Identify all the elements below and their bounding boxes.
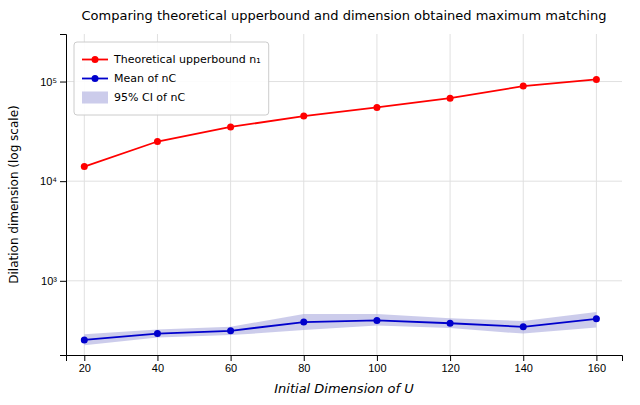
tick: 10⁴ — [40, 175, 66, 187]
title: Comparing theoretical upperbound and dim… — [82, 8, 607, 23]
x-axis: 20 40 60 80 100 120 140 160 — [67, 355, 623, 374]
tick-mark — [523, 355, 524, 361]
point — [447, 320, 454, 327]
tick-mark — [60, 82, 66, 83]
point — [300, 113, 307, 120]
legend-label: Theoretical upperbound n₁ — [113, 53, 261, 66]
grid — [66, 34, 622, 355]
series-line — [84, 79, 596, 166]
tick-label: 60 — [225, 362, 237, 374]
point — [373, 104, 380, 111]
tick: 20 — [79, 355, 91, 374]
tick-label: 80 — [298, 362, 310, 374]
point — [520, 323, 527, 330]
tick-mark — [377, 355, 378, 361]
y-axis: 10³ 10⁴ 10⁵ — [40, 35, 66, 356]
x-axis-title: Initial Dimension of U — [274, 381, 414, 396]
tick: 100 — [368, 355, 386, 374]
tick-label: 120 — [441, 362, 459, 374]
series-line — [84, 319, 596, 340]
legend-label: Mean of nC — [114, 72, 177, 85]
tick: 160 — [588, 355, 606, 374]
chart: 20 40 60 80 100 120 140 160 10³ 10⁴ 10⁵ Theoretical… — [0, 0, 640, 405]
ci-area — [84, 312, 596, 345]
axis-line — [60, 35, 67, 356]
grid-line — [66, 280, 622, 281]
point — [300, 319, 307, 326]
point — [154, 138, 161, 145]
grid-line — [303, 34, 304, 355]
tick-mark — [84, 355, 85, 361]
tick-label: 10³ — [41, 275, 57, 287]
point — [447, 95, 454, 102]
tick-mark — [596, 355, 597, 361]
tick-label: 140 — [515, 362, 533, 374]
tick-label: 10⁴ — [40, 175, 57, 187]
tick-label: 10⁵ — [40, 76, 57, 88]
point — [520, 83, 527, 90]
tick-mark — [231, 355, 232, 361]
legend-swatch — [82, 92, 108, 104]
tick-label: 160 — [588, 362, 606, 374]
tick-label: 100 — [368, 362, 386, 374]
legend-marker — [92, 75, 99, 82]
tick: 40 — [152, 355, 164, 374]
tick: 120 — [441, 355, 459, 374]
tick-mark — [60, 181, 66, 182]
y-axis-title: Dilation dimension (log scale) — [7, 105, 21, 283]
grid-line — [523, 34, 524, 355]
point — [81, 163, 88, 170]
legend-item: Theoretical upperbound n₁ — [82, 53, 261, 66]
tick-mark — [157, 355, 158, 361]
legend-label: 95% CI of nC — [114, 91, 185, 104]
point — [227, 123, 234, 130]
tick-mark — [60, 281, 66, 282]
point — [154, 330, 161, 337]
tick-label: 40 — [152, 362, 164, 374]
point — [373, 317, 380, 324]
point — [593, 315, 600, 322]
point — [81, 336, 88, 343]
axis-line — [67, 356, 623, 362]
grid-line — [66, 181, 622, 182]
legend-item: Mean of nC — [82, 72, 177, 85]
tick-label: 20 — [79, 362, 91, 374]
tick-mark — [304, 355, 305, 361]
tick: 10⁵ — [40, 76, 66, 88]
legend-marker — [92, 56, 99, 63]
plot-area: 20 40 60 80 100 120 140 160 10³ 10⁴ 10⁵ Theoretical… — [40, 34, 622, 374]
tick-mark — [450, 355, 451, 361]
legend: Theoretical upperbound n₁ Mean of nC 95% C… — [74, 42, 269, 115]
legend-box — [74, 42, 269, 115]
point — [593, 76, 600, 83]
grid-line — [450, 34, 451, 355]
tick: 10³ — [41, 275, 66, 287]
point — [227, 327, 234, 334]
legend-item: 95% CI of nC — [82, 91, 185, 104]
tick: 60 — [225, 355, 237, 374]
marks — [81, 76, 600, 345]
grid-line — [376, 34, 377, 355]
tick: 80 — [298, 355, 310, 374]
tick: 140 — [515, 355, 533, 374]
